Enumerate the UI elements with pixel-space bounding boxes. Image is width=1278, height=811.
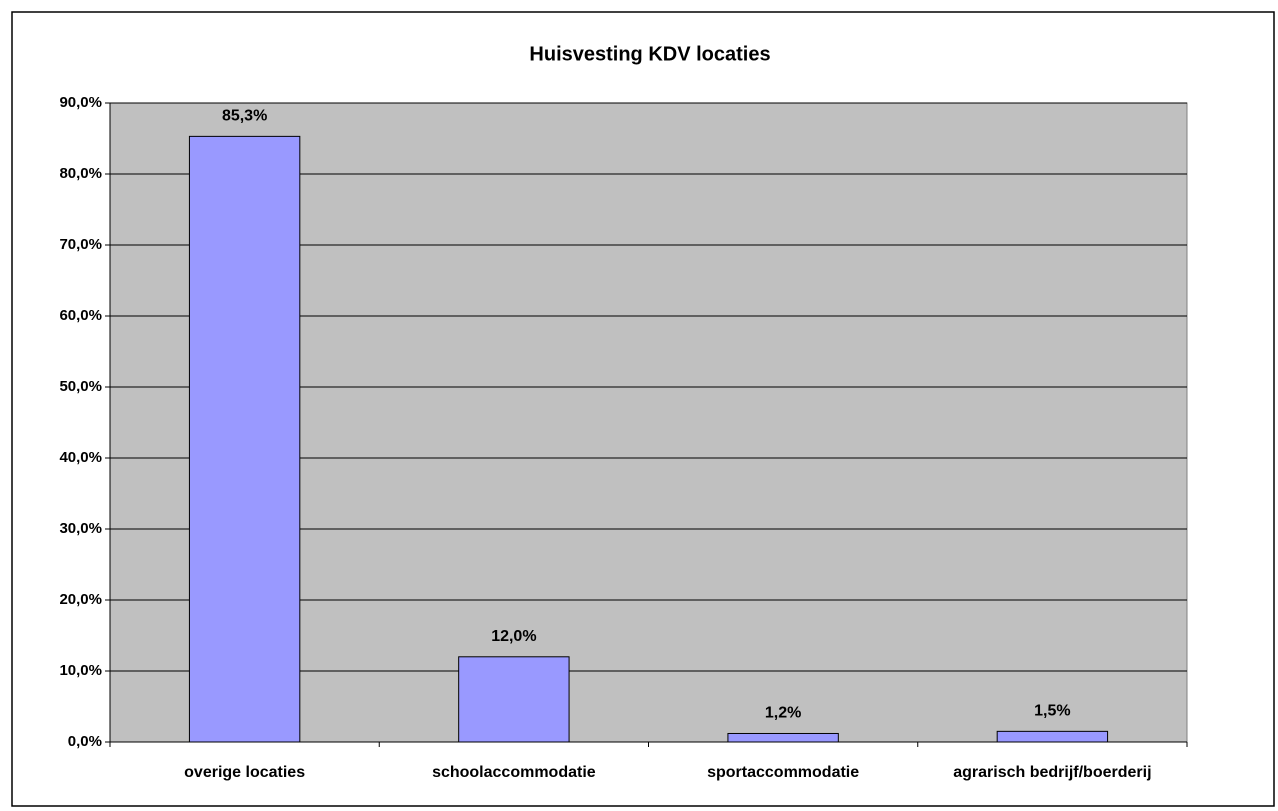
y-tick-label: 60,0% [59, 307, 102, 324]
y-tick-label: 10,0% [59, 662, 102, 679]
bar [188, 135, 301, 743]
y-tick-label: 50,0% [59, 378, 102, 395]
chart-title: Huisvesting KDV locaties [529, 43, 770, 65]
x-tick-label: overige locaties [184, 764, 305, 781]
data-label: 1,5% [1034, 703, 1070, 720]
y-tick-label: 20,0% [59, 591, 102, 608]
y-tick-label: 0,0% [68, 733, 102, 750]
bar [458, 656, 570, 743]
x-tick-label: agrarisch bedrijf/boerderij [953, 764, 1151, 781]
y-tick-label: 40,0% [59, 449, 102, 466]
bar [727, 732, 839, 743]
data-label: 85,3% [222, 108, 267, 125]
data-label: 1,2% [765, 705, 801, 722]
y-tick-label: 70,0% [59, 236, 102, 253]
bar [996, 730, 1109, 743]
x-tick-label: schoolaccommodatie [432, 764, 596, 781]
data-label: 12,0% [491, 628, 536, 645]
y-tick-label: 30,0% [59, 520, 102, 537]
y-tick-label: 90,0% [59, 94, 102, 111]
x-tick-label: sportaccommodatie [707, 764, 859, 781]
y-tick-label: 80,0% [59, 165, 102, 182]
